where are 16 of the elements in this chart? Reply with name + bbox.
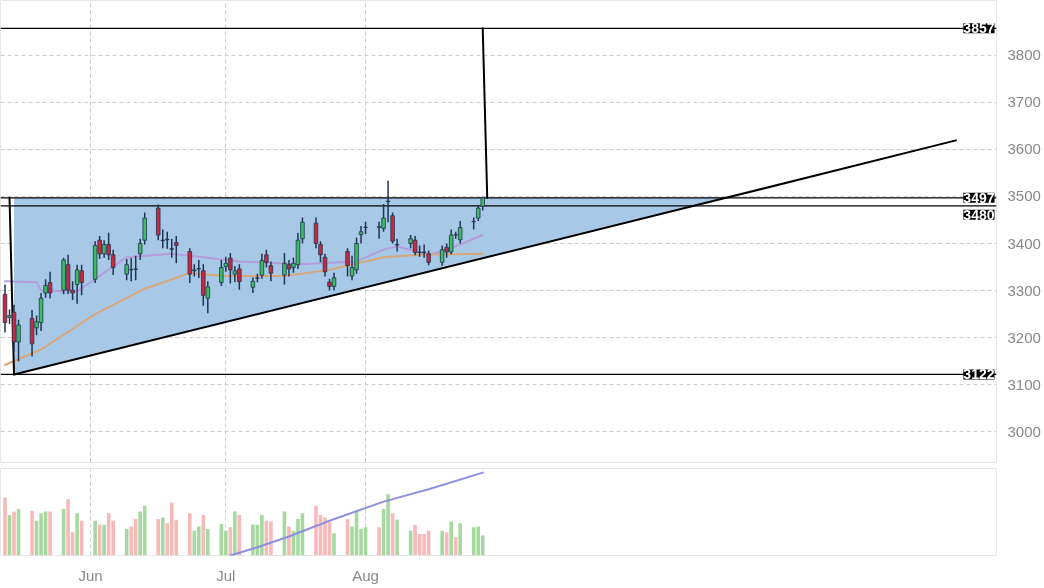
x-tick-label: Jun bbox=[78, 566, 103, 584]
y-tick-label: 3500 bbox=[1007, 187, 1041, 205]
ref-line-label: 3122 bbox=[963, 366, 995, 383]
y-tick-label: 3700 bbox=[1007, 93, 1041, 111]
x-tick-label: Jul bbox=[216, 566, 236, 584]
y-tick-label: 3400 bbox=[1007, 234, 1041, 252]
x-tick-label: Aug bbox=[352, 566, 379, 584]
ref-line-label: 3497 bbox=[963, 189, 995, 206]
y-tick-label: 3600 bbox=[1007, 140, 1041, 158]
y-tick-label: 3300 bbox=[1007, 281, 1041, 299]
y-tick-label: 3100 bbox=[1007, 375, 1041, 393]
y-tick-label: 3800 bbox=[1007, 46, 1041, 64]
ref-line-label: 3857 bbox=[963, 20, 995, 37]
ref-line-label: 3480 bbox=[963, 206, 995, 223]
y-tick-label: 3000 bbox=[1007, 422, 1041, 440]
y-tick-label: 3200 bbox=[1007, 328, 1041, 346]
